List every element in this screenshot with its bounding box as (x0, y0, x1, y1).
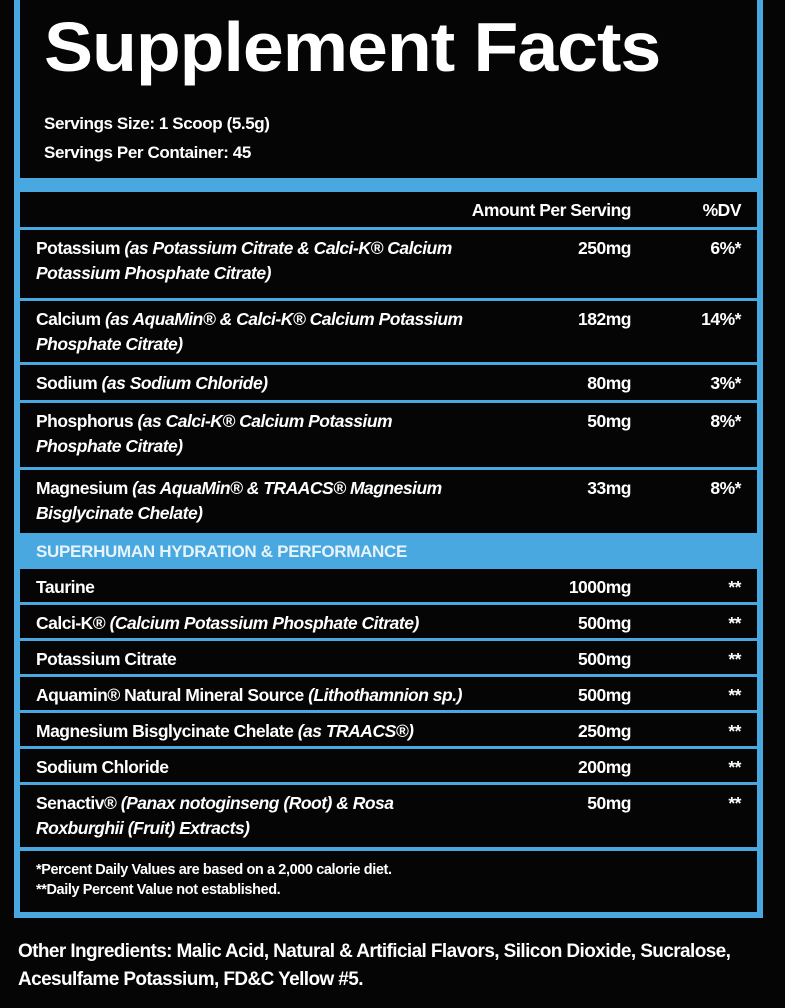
ingredient-detail: (as AquaMin® & Calci-K® Calcium Potassiu… (36, 309, 463, 354)
amount: 250mg (578, 238, 631, 258)
daily-value: ** (728, 577, 741, 597)
amount: 500mg (578, 649, 631, 669)
ingredient-label: Potassium (36, 238, 121, 258)
daily-value: ** (728, 721, 741, 741)
daily-value: 3%* (710, 373, 741, 393)
daily-value: 14%* (701, 309, 741, 329)
supplement-facts-panel: Supplement Facts Servings Size: 1 Scoop … (14, 0, 763, 918)
amount: 33mg (587, 478, 631, 498)
daily-value: 6%* (710, 238, 741, 258)
ingredient-label: Aquamin® Natural Mineral Source (36, 685, 304, 705)
ingredient-label: Magnesium Bisglycinate Chelate (36, 721, 294, 741)
other-ingredients: Other Ingredients: Malic Acid, Natural &… (18, 941, 731, 990)
table-row: Magnesium (as AquaMin® & TRAACS® Magnesi… (20, 470, 757, 533)
ingredient-name: Phosphorus (as Calci-K® Calcium Potassiu… (36, 409, 466, 459)
table-row: Potassium (as Potassium Citrate & Calci-… (20, 230, 757, 298)
ingredient-label: Calci-K® (36, 613, 106, 633)
title-block: Supplement Facts Servings Size: 1 Scoop … (20, 0, 757, 178)
amount: 50mg (587, 411, 631, 431)
daily-value: ** (728, 793, 741, 813)
ingredient-detail: (as TRAACS®) (297, 721, 414, 741)
amount-header: Amount Per Serving (471, 200, 632, 220)
table-header: Amount Per Serving %DV (20, 192, 757, 227)
footnote: **Daily Percent Value not established. (36, 882, 281, 898)
amount: 182mg (578, 309, 631, 329)
ingredient-label: Phosphorus (36, 411, 134, 431)
daily-value: ** (728, 685, 741, 705)
ingredient-name: Aquamin® Natural Mineral Source (Lithoth… (36, 683, 466, 708)
table-row: Sodium (as Sodium Chloride) 80mg 3%* (20, 365, 757, 400)
daily-value: 8%* (710, 411, 741, 431)
ingredient-detail: (Panax notoginseng (Root) & Rosa Roxburg… (36, 793, 394, 838)
table-row: Senactiv® (Panax notoginseng (Root) & Ro… (20, 785, 757, 847)
amount: 1000mg (568, 577, 632, 597)
ingredient-detail: (as Sodium Chloride) (101, 373, 268, 393)
daily-value: ** (728, 613, 741, 633)
table-row: Calci-K® (Calcium Potassium Phosphate Ci… (20, 605, 757, 638)
ingredient-name: Taurine (36, 575, 466, 600)
ingredient-name: Magnesium (as AquaMin® & TRAACS® Magnesi… (36, 476, 466, 526)
ingredient-name: Calcium (as AquaMin® & Calci-K® Calcium … (36, 307, 466, 357)
table-row: Magnesium Bisglycinate Chelate (as TRAAC… (20, 713, 757, 746)
ingredient-name: Potassium Citrate (36, 647, 466, 672)
ingredient-label: Magnesium (36, 478, 128, 498)
footnotes: *Percent Daily Values are based on a 2,0… (20, 851, 757, 912)
amount: 500mg (578, 685, 631, 705)
ingredient-detail: (Lithothamnion sp.) (308, 685, 462, 705)
amount: 80mg (587, 373, 631, 393)
amount: 50mg (587, 793, 631, 813)
daily-value: 8%* (710, 478, 741, 498)
daily-value: ** (728, 757, 741, 777)
amount: 200mg (578, 757, 631, 777)
daily-value: ** (728, 649, 741, 669)
ingredient-label: Taurine (36, 577, 95, 597)
servings-per-container: Servings Per Container: 45 (44, 143, 251, 162)
ingredient-detail: (as Potassium Citrate & Calci-K® Calcium… (36, 238, 452, 283)
ingredient-name: Sodium Chloride (36, 755, 466, 780)
table-row: Taurine 1000mg ** (20, 569, 757, 602)
serving-size: Servings Size: 1 Scoop (5.5g) (44, 114, 270, 133)
ingredient-detail: (Calcium Potassium Phosphate Citrate) (109, 613, 420, 633)
ingredient-detail: (as AquaMin® & TRAACS® Magnesium Bisglyc… (36, 478, 442, 523)
ingredient-label: Potassium Citrate (36, 649, 177, 669)
dv-header: %DV (702, 200, 742, 220)
table-row: Phosphorus (as Calci-K® Calcium Potassiu… (20, 403, 757, 467)
section-title: SUPERHUMAN HYDRATION & PERFORMANCE (36, 542, 408, 561)
ingredient-label: Sodium (36, 373, 98, 393)
footnote: *Percent Daily Values are based on a 2,0… (36, 862, 392, 878)
page-title: Supplement Facts (44, 8, 661, 86)
ingredient-label: Calcium (36, 309, 101, 329)
table-row: Calcium (as AquaMin® & Calci-K® Calcium … (20, 301, 757, 362)
ingredient-name: Senactiv® (Panax notoginseng (Root) & Ro… (36, 791, 466, 841)
table-row: Sodium Chloride 200mg ** (20, 749, 757, 782)
ingredient-name: Potassium (as Potassium Citrate & Calci-… (36, 236, 466, 286)
amount: 250mg (578, 721, 631, 741)
ingredient-name: Calci-K® (Calcium Potassium Phosphate Ci… (36, 611, 466, 636)
ingredient-name: Sodium (as Sodium Chloride) (36, 371, 466, 396)
table-row: Aquamin® Natural Mineral Source (Lithoth… (20, 677, 757, 710)
ingredient-detail: (as Calci-K® Calcium Potassium Phosphate… (36, 411, 393, 456)
ingredient-name: Magnesium Bisglycinate Chelate (as TRAAC… (36, 719, 466, 744)
ingredient-label: Senactiv® (36, 793, 117, 813)
table-row: Potassium Citrate 500mg ** (20, 641, 757, 674)
ingredient-label: Sodium Chloride (36, 757, 169, 777)
amount: 500mg (578, 613, 631, 633)
